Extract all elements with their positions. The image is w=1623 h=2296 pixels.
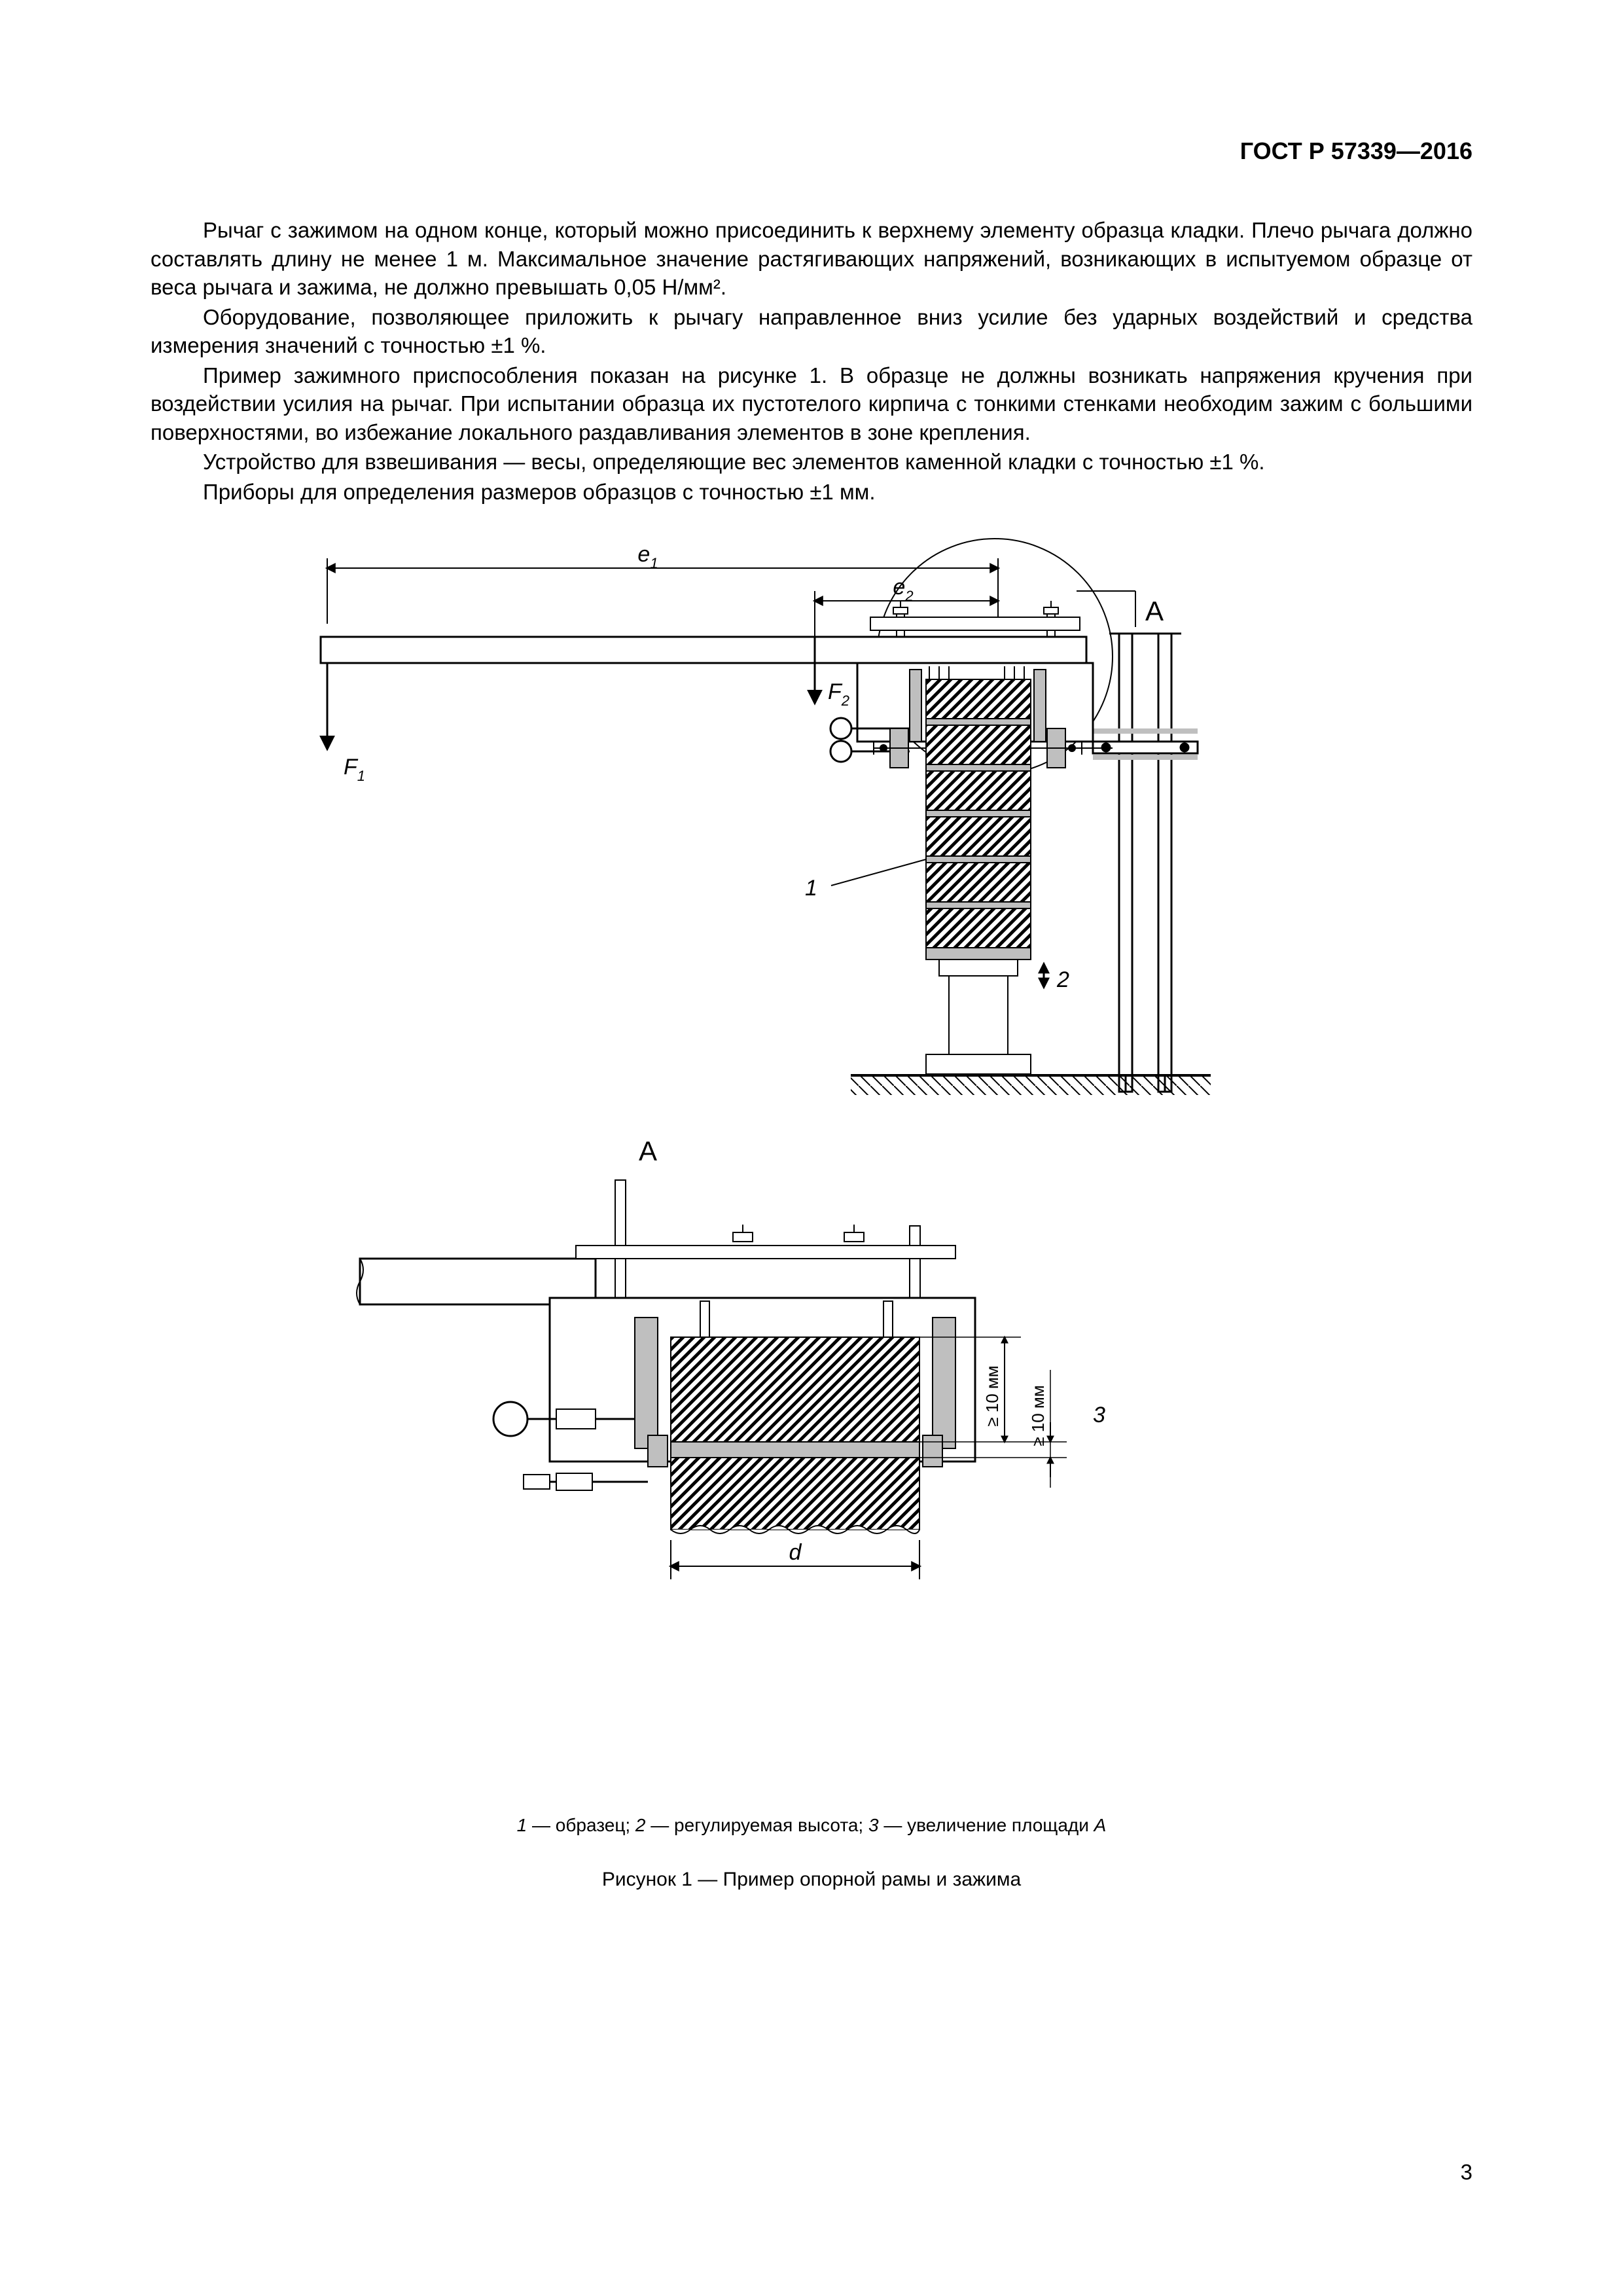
- figure-1-svg: e1 e2 A: [281, 532, 1342, 1789]
- label-e2: e2: [893, 575, 913, 604]
- callout-3: 3: [1093, 1403, 1105, 1427]
- paragraph-5: Приборы для определения размеров образцо…: [151, 478, 1472, 507]
- top-diagram: e1 e2 A: [321, 539, 1211, 1095]
- paragraph-4: Устройство для взвешивания — весы, опред…: [151, 448, 1472, 476]
- document-id-header: ГОСТ Р 57339—2016: [1240, 137, 1472, 165]
- page-number: 3: [1461, 2160, 1472, 2185]
- legend-1-txt: — образец;: [527, 1815, 635, 1835]
- label-e1: e1: [637, 542, 658, 571]
- paragraph-2: Оборудование, позволяющее приложить к ры…: [151, 303, 1472, 360]
- legend-3-num: 3: [868, 1815, 879, 1835]
- dim-ge10-a: ≥ 10 мм: [982, 1366, 1002, 1427]
- callout-2: 2: [1056, 967, 1069, 992]
- figure-1: e1 e2 A: [151, 532, 1472, 1891]
- label-F2: F2: [828, 679, 849, 709]
- legend-2-txt: — регулируемая высота;: [646, 1815, 868, 1835]
- figure-legend: 1 — образец; 2 — регулируемая высота; 3 …: [151, 1815, 1472, 1836]
- body-text-block: Рычаг с зажимом на одном конце, который …: [151, 216, 1472, 506]
- legend-1-num: 1: [517, 1815, 527, 1835]
- bottom-diagram-detail-A: A: [357, 1136, 1105, 1579]
- figure-caption: Рисунок 1 — Пример опорной рамы и зажима: [151, 1869, 1472, 1891]
- label-A-top: A: [1145, 596, 1164, 626]
- legend-2-num: 2: [635, 1815, 646, 1835]
- dim-ge10-b: ≥ 10 мм: [1028, 1386, 1048, 1446]
- label-F1: F1: [344, 755, 365, 784]
- page: ГОСТ Р 57339—2016 Рычаг с зажимом на одн…: [0, 0, 1623, 2296]
- legend-3-txt: — увеличение площади: [879, 1815, 1094, 1835]
- paragraph-1: Рычаг с зажимом на одном конце, который …: [151, 216, 1472, 302]
- paragraph-3: Пример зажимного приспособления показан …: [151, 361, 1472, 447]
- label-A-bottom: A: [639, 1136, 657, 1166]
- label-d: d: [789, 1540, 802, 1565]
- legend-3-A: A: [1094, 1815, 1107, 1835]
- callout-1: 1: [805, 876, 817, 901]
